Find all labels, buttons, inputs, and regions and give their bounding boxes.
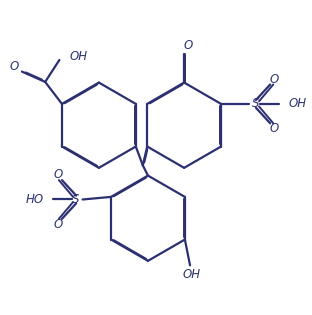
Text: O: O	[269, 122, 279, 135]
Text: O: O	[53, 169, 63, 181]
Text: HO: HO	[26, 193, 44, 206]
Text: O: O	[183, 39, 193, 52]
Text: O: O	[269, 73, 279, 86]
Text: O: O	[53, 218, 63, 231]
Text: S: S	[72, 193, 80, 206]
Text: OH: OH	[288, 97, 306, 110]
Text: OH: OH	[182, 268, 200, 281]
Text: S: S	[252, 97, 260, 110]
Text: O: O	[10, 60, 19, 73]
Text: OH: OH	[70, 49, 88, 63]
